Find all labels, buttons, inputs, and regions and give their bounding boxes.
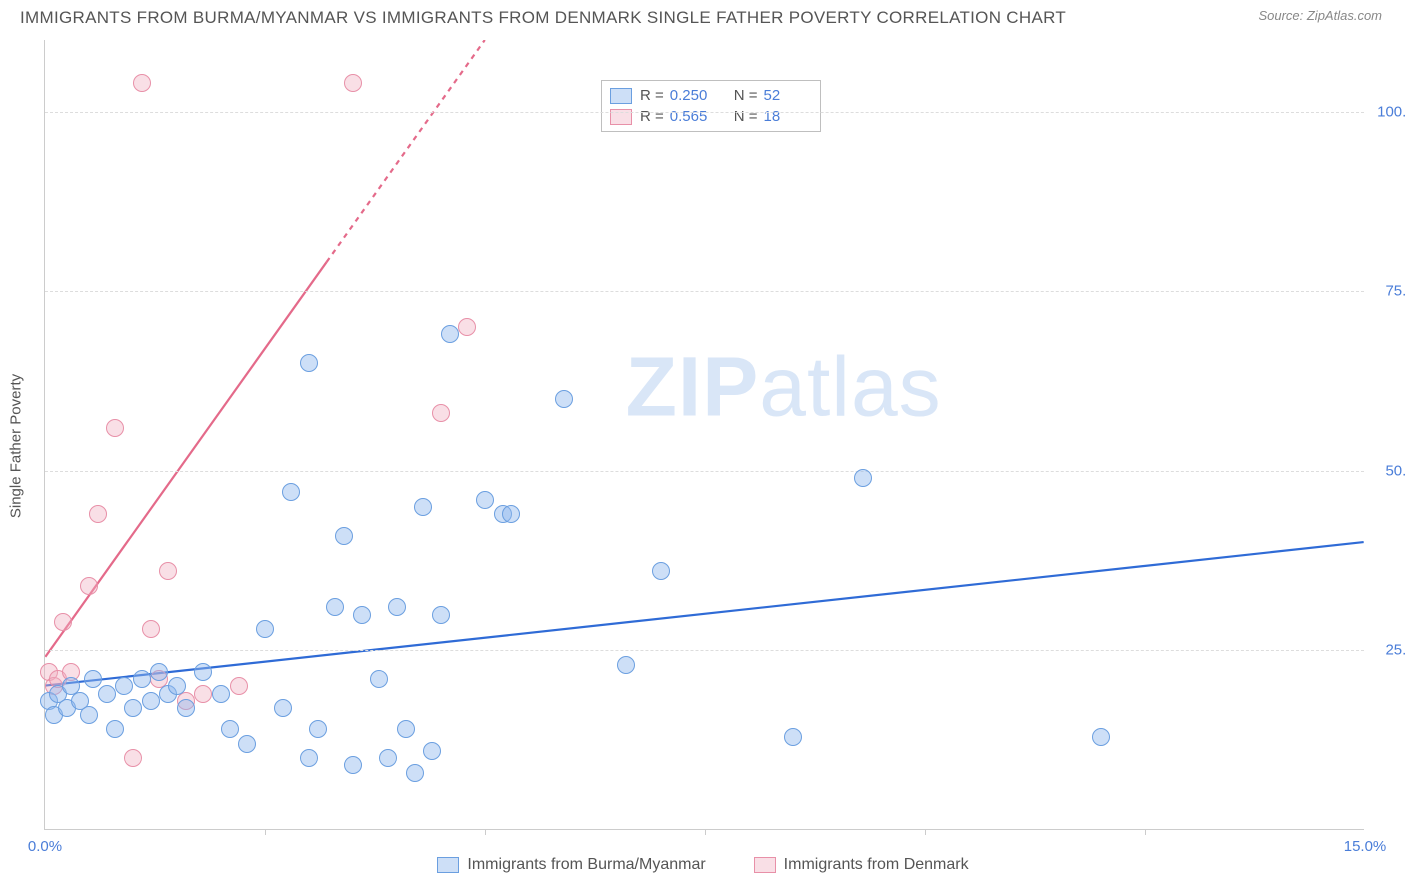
x-tick-label: 15.0% bbox=[1344, 838, 1387, 855]
data-point bbox=[142, 692, 160, 710]
legend-item-pink: Immigrants from Denmark bbox=[754, 856, 969, 874]
stats-legend: R = 0.250 N = 52 R = 0.565 N = 18 bbox=[601, 80, 821, 132]
data-point bbox=[370, 670, 388, 688]
data-point bbox=[98, 685, 116, 703]
data-point bbox=[256, 620, 274, 638]
data-point bbox=[212, 685, 230, 703]
x-tick-mark bbox=[485, 829, 486, 835]
data-point bbox=[397, 720, 415, 738]
data-point bbox=[106, 419, 124, 437]
stats-row-pink: R = 0.565 N = 18 bbox=[610, 106, 812, 127]
x-tick-mark bbox=[705, 829, 706, 835]
data-point bbox=[194, 685, 212, 703]
chart-title: IMMIGRANTS FROM BURMA/MYANMAR VS IMMIGRA… bbox=[20, 8, 1066, 28]
watermark: ZIPatlas bbox=[626, 339, 942, 436]
data-point bbox=[177, 699, 195, 717]
data-point bbox=[432, 404, 450, 422]
data-point bbox=[150, 663, 168, 681]
data-point bbox=[124, 749, 142, 767]
data-point bbox=[458, 318, 476, 336]
data-point bbox=[80, 577, 98, 595]
data-point bbox=[168, 677, 186, 695]
data-point bbox=[159, 562, 177, 580]
gridline bbox=[45, 112, 1364, 113]
data-point bbox=[423, 742, 441, 760]
data-point bbox=[414, 498, 432, 516]
gridline bbox=[45, 291, 1364, 292]
data-point bbox=[124, 699, 142, 717]
data-point bbox=[106, 720, 124, 738]
y-axis-label: Single Father Poverty bbox=[8, 374, 25, 518]
chart-plot-area: ZIPatlas R = 0.250 N = 52 R = 0.565 N = … bbox=[44, 40, 1364, 830]
data-point bbox=[300, 354, 318, 372]
data-point bbox=[221, 720, 239, 738]
swatch-blue bbox=[610, 88, 632, 104]
gridline bbox=[45, 471, 1364, 472]
data-point bbox=[555, 390, 573, 408]
data-point bbox=[54, 613, 72, 631]
data-point bbox=[84, 670, 102, 688]
stats-row-blue: R = 0.250 N = 52 bbox=[610, 85, 812, 106]
data-point bbox=[115, 677, 133, 695]
data-point bbox=[476, 491, 494, 509]
data-point bbox=[388, 598, 406, 616]
data-point bbox=[80, 706, 98, 724]
data-point bbox=[353, 606, 371, 624]
data-point bbox=[617, 656, 635, 674]
y-tick-label: 50.0% bbox=[1368, 462, 1406, 479]
data-point bbox=[784, 728, 802, 746]
data-point bbox=[142, 620, 160, 638]
y-tick-label: 25.0% bbox=[1368, 642, 1406, 659]
data-point bbox=[432, 606, 450, 624]
data-point bbox=[89, 505, 107, 523]
y-tick-label: 75.0% bbox=[1368, 283, 1406, 300]
bottom-legend: Immigrants from Burma/Myanmar Immigrants… bbox=[0, 856, 1406, 874]
data-point bbox=[282, 483, 300, 501]
swatch-pink bbox=[754, 857, 776, 873]
data-point bbox=[502, 505, 520, 523]
x-tick-mark bbox=[1145, 829, 1146, 835]
data-point bbox=[309, 720, 327, 738]
data-point bbox=[854, 469, 872, 487]
legend-item-blue: Immigrants from Burma/Myanmar bbox=[437, 856, 705, 874]
data-point bbox=[133, 74, 151, 92]
data-point bbox=[326, 598, 344, 616]
x-tick-mark bbox=[925, 829, 926, 835]
data-point bbox=[344, 74, 362, 92]
data-point bbox=[238, 735, 256, 753]
data-point bbox=[335, 527, 353, 545]
data-point bbox=[1092, 728, 1110, 746]
x-tick-mark bbox=[265, 829, 266, 835]
data-point bbox=[441, 325, 459, 343]
data-point bbox=[194, 663, 212, 681]
data-point bbox=[274, 699, 292, 717]
data-point bbox=[344, 756, 362, 774]
data-point bbox=[300, 749, 318, 767]
trend-lines bbox=[45, 40, 1364, 829]
data-point bbox=[133, 670, 151, 688]
data-point bbox=[379, 749, 397, 767]
data-point bbox=[406, 764, 424, 782]
gridline bbox=[45, 650, 1364, 651]
swatch-blue bbox=[437, 857, 459, 873]
source-label: Source: ZipAtlas.com bbox=[1258, 8, 1382, 23]
y-tick-label: 100.0% bbox=[1368, 103, 1406, 120]
data-point bbox=[230, 677, 248, 695]
x-tick-label: 0.0% bbox=[28, 838, 62, 855]
data-point bbox=[652, 562, 670, 580]
